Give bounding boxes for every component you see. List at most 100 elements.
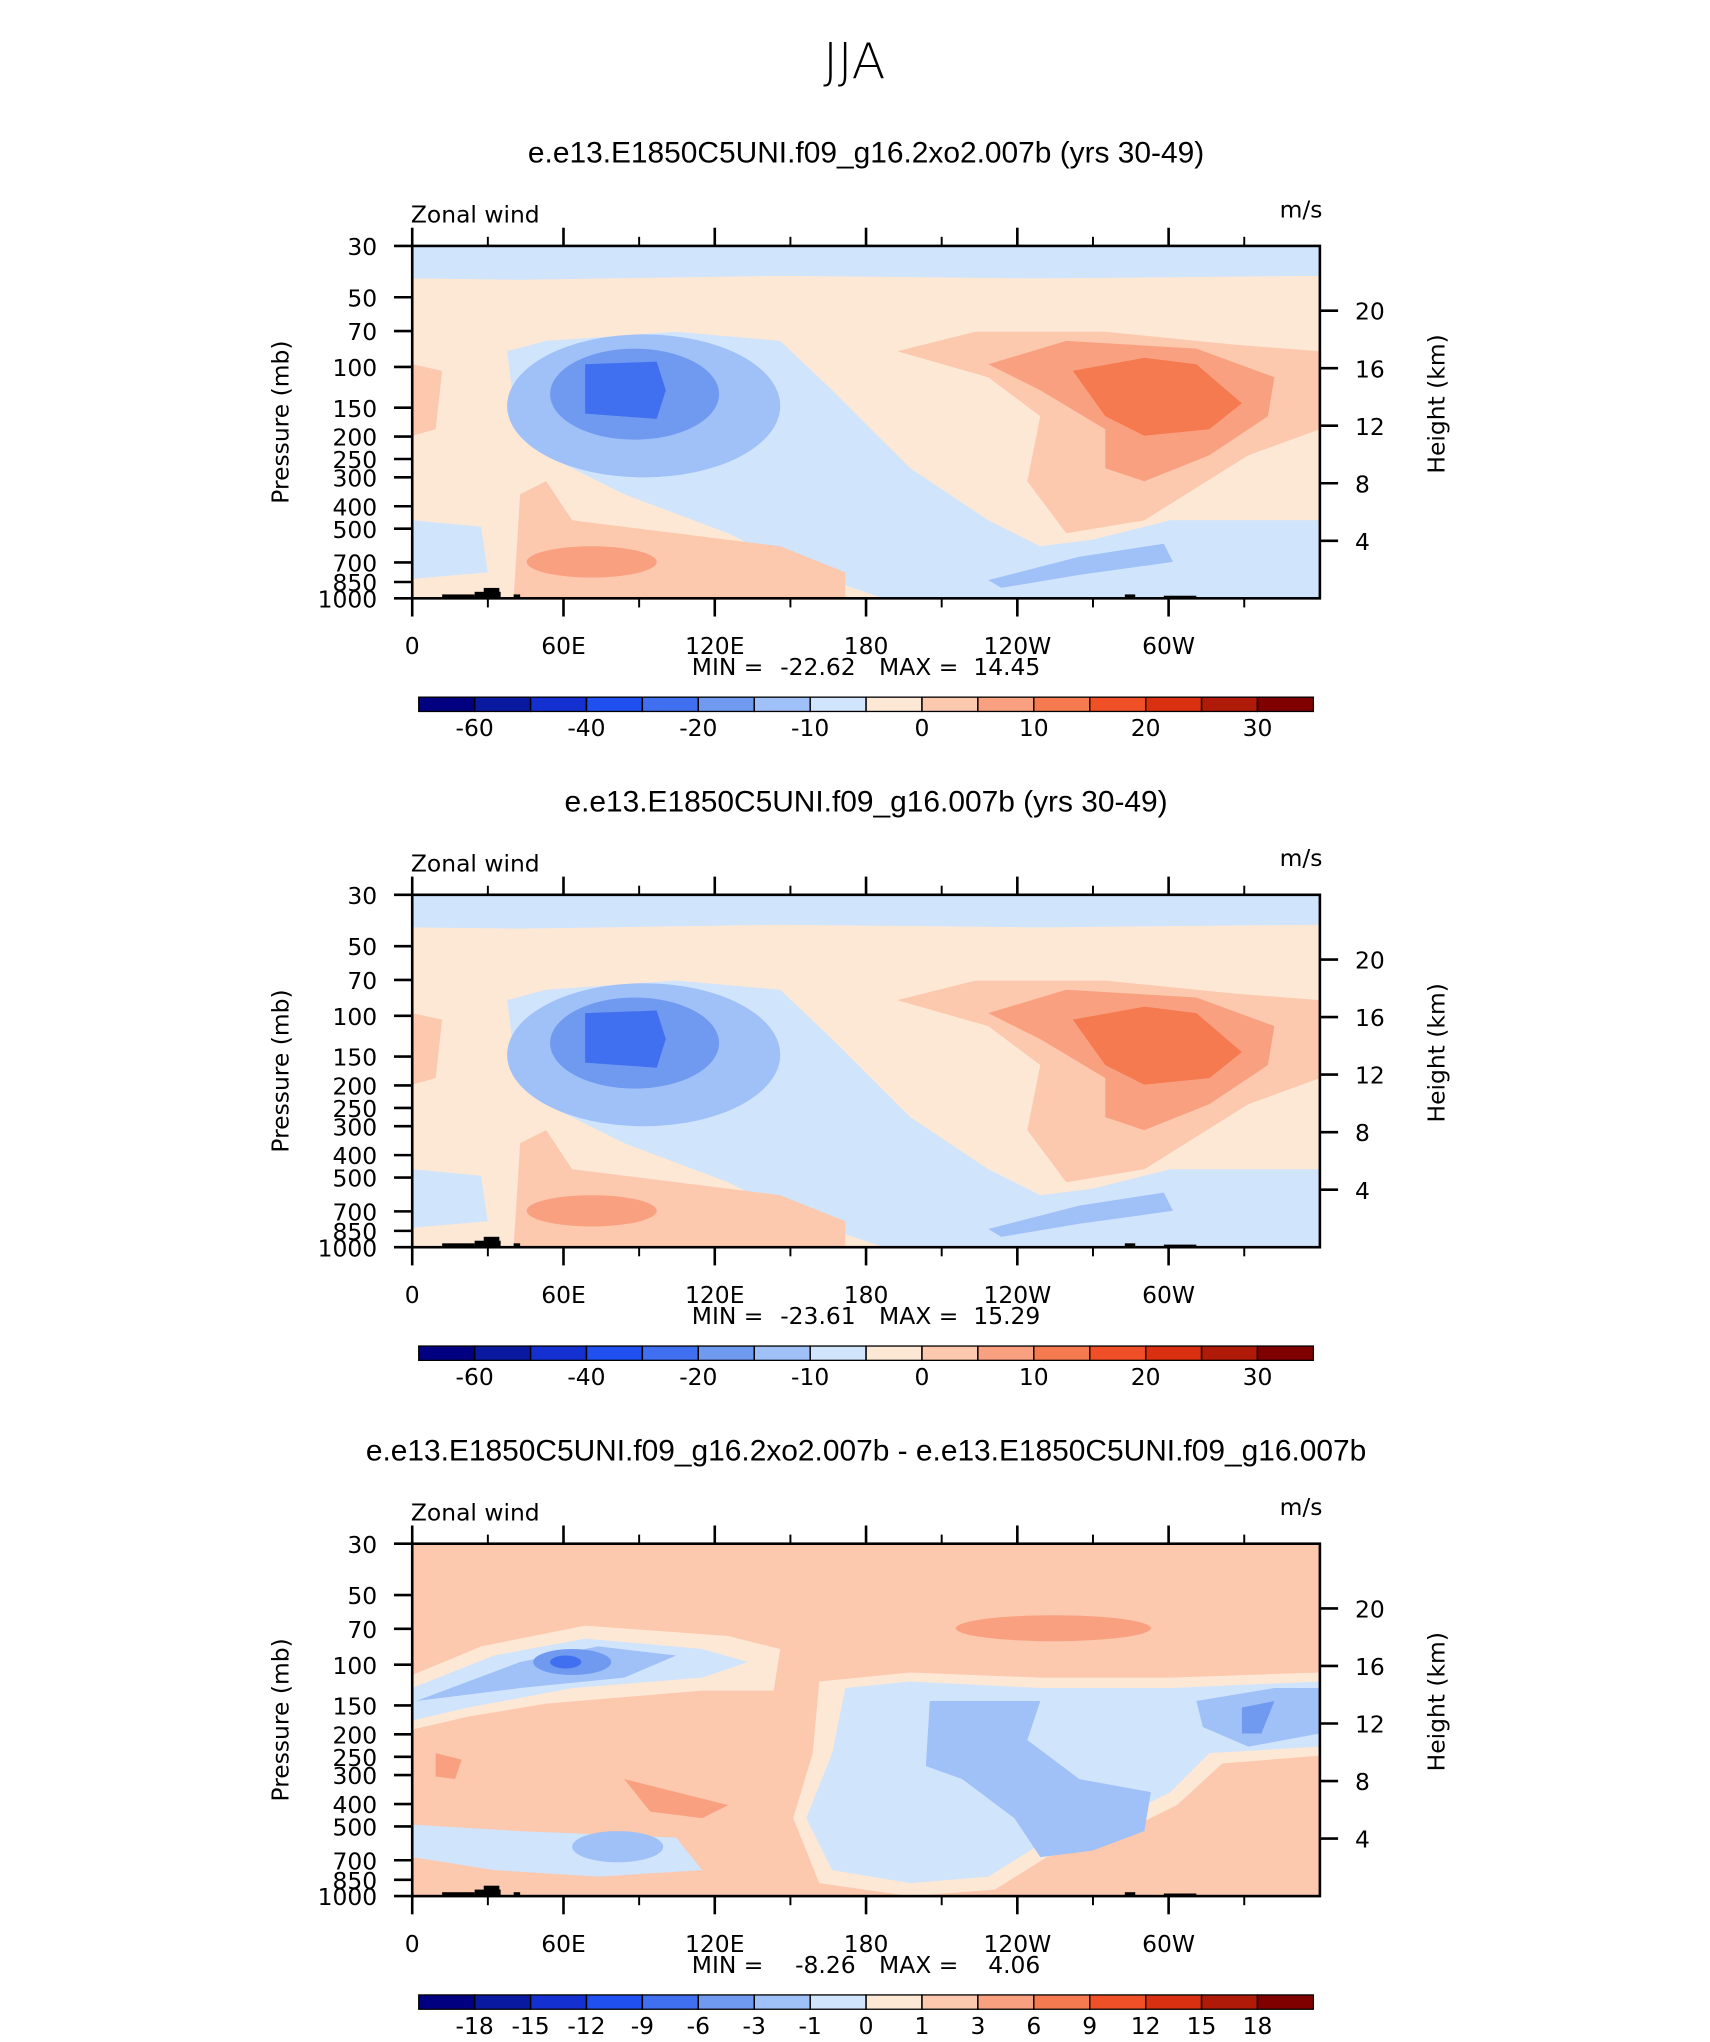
y-tick-label: 700 xyxy=(332,1847,377,1875)
y-tick-label: 500 xyxy=(332,516,377,544)
colorbar-box xyxy=(1256,696,1315,713)
y-tick-label: 150 xyxy=(332,1044,377,1072)
x-tick-label: 180 xyxy=(844,1281,889,1309)
x-tick-label: 120E xyxy=(685,1281,744,1309)
figure-title: JJA xyxy=(823,32,885,90)
x-tick-label: 120E xyxy=(685,632,744,660)
panel-title: e.e13.E1850C5UNI.f09_g16.007b (yrs 30-49… xyxy=(564,786,1167,819)
colorbar-label: 20 xyxy=(1131,714,1161,742)
colorbar-box xyxy=(1089,1345,1147,1361)
max-label: MAX = xyxy=(879,1302,958,1330)
colorbar-box xyxy=(809,1994,867,2010)
colorbar-box xyxy=(1200,1345,1259,1361)
colorbar-label: -3 xyxy=(743,2012,766,2038)
y-tick-label: 70 xyxy=(347,967,377,995)
min-value: -23.61 xyxy=(780,1302,855,1330)
colorbar-box xyxy=(753,696,811,713)
max-label: MAX = xyxy=(879,1951,958,1979)
y-tick-label: 100 xyxy=(332,1003,377,1031)
topography xyxy=(1163,1244,1197,1248)
x-tick-label: 60W xyxy=(1142,1281,1195,1309)
colorbar-label: 9 xyxy=(1082,2012,1097,2038)
contour-fill xyxy=(526,1195,657,1227)
y-tick-label: 700 xyxy=(332,550,377,578)
colorbar-box xyxy=(473,696,532,713)
colorbar-box xyxy=(697,1994,755,2010)
contour-fill xyxy=(412,520,488,579)
colorbar-box xyxy=(1256,1994,1315,2010)
y2-axis-label: Height (km) xyxy=(1423,983,1451,1122)
colorbar-label: -12 xyxy=(567,2012,605,2038)
y-tick-label: 300 xyxy=(332,464,377,492)
colorbar-label: -6 xyxy=(687,2012,710,2038)
contour-fill xyxy=(412,894,1320,929)
y-tick-label: 850 xyxy=(332,1218,377,1246)
max-value: 4.06 xyxy=(988,1951,1040,1979)
x-tick-label: 60E xyxy=(541,632,586,660)
colorbar-label: 1 xyxy=(915,2012,930,2038)
x-tick-label: 180 xyxy=(844,1930,889,1958)
colorbar-box xyxy=(1144,1345,1203,1361)
colorbar-box xyxy=(473,1345,532,1361)
x-tick-label: 60E xyxy=(541,1281,586,1309)
y-tick-label: 100 xyxy=(332,354,377,382)
y-tick-label: 200 xyxy=(332,1721,377,1749)
colorbar-box xyxy=(529,1345,588,1361)
colorbar-label: -40 xyxy=(567,1363,605,1391)
y-tick-label: 30 xyxy=(347,882,377,910)
colorbar-box xyxy=(641,696,699,713)
colorbar-label: -10 xyxy=(791,1363,829,1391)
x-tick-label: 0 xyxy=(405,632,420,660)
y-tick-label: 850 xyxy=(332,1867,377,1895)
y-tick-label: 500 xyxy=(332,1165,377,1193)
contour-field xyxy=(412,1543,1320,1897)
y2-axis-label: Height (km) xyxy=(1423,334,1451,473)
y-tick-label: 70 xyxy=(347,318,377,346)
colorbar-label: 10 xyxy=(1019,714,1049,742)
colorbar-box xyxy=(697,1345,755,1361)
y-tick-label: 700 xyxy=(332,1198,377,1226)
min-label: MIN = xyxy=(692,1302,764,1330)
y2-tick-label: 16 xyxy=(1355,1004,1385,1032)
colorbar-box xyxy=(1200,1994,1259,2010)
colorbar-box xyxy=(473,1994,532,2010)
y-tick-label: 200 xyxy=(332,424,377,452)
y2-tick-label: 12 xyxy=(1355,1711,1385,1739)
max-value: 14.45 xyxy=(973,653,1040,681)
contour-field xyxy=(412,894,1320,1248)
colorbar-box xyxy=(809,696,867,713)
colorbar-box xyxy=(977,696,1035,713)
y2-tick-label: 8 xyxy=(1355,1119,1370,1147)
colorbar-label: 18 xyxy=(1243,2012,1273,2038)
contour-fill xyxy=(526,546,657,578)
colorbar-label: 0 xyxy=(859,2012,874,2038)
colorbar-box xyxy=(529,1994,588,2010)
colorbar-box xyxy=(1033,1994,1091,2010)
colorbar-label: -60 xyxy=(456,714,494,742)
max-label: MAX = xyxy=(879,653,958,681)
y2-tick-label: 8 xyxy=(1355,1768,1370,1796)
colorbar-box xyxy=(753,1994,811,2010)
y-tick-label: 500 xyxy=(332,1814,377,1842)
min-value: -22.62 xyxy=(780,653,855,681)
min-label: MIN = xyxy=(692,1951,764,1979)
y-tick-label: 1000 xyxy=(318,585,378,613)
y2-axis-label: Height (km) xyxy=(1423,1632,1451,1771)
contour-field xyxy=(412,245,1320,599)
topography xyxy=(1124,1892,1136,1897)
colorbar-label: -60 xyxy=(456,1363,494,1391)
colorbar-label: -20 xyxy=(679,714,717,742)
colorbar-box xyxy=(1256,1345,1315,1361)
y-tick-label: 300 xyxy=(332,1762,377,1790)
colorbar-box xyxy=(529,696,588,713)
y-tick-label: 850 xyxy=(332,569,377,597)
y-tick-label: 1000 xyxy=(318,1883,378,1911)
colorbar-label: 15 xyxy=(1187,2012,1217,2038)
colorbar-label: -20 xyxy=(679,1363,717,1391)
y-tick-label: 300 xyxy=(332,1113,377,1141)
y-tick-label: 30 xyxy=(347,233,377,261)
y2-tick-label: 20 xyxy=(1355,947,1385,975)
colorbar-box xyxy=(1033,1345,1091,1361)
contour-fill xyxy=(572,1831,664,1863)
